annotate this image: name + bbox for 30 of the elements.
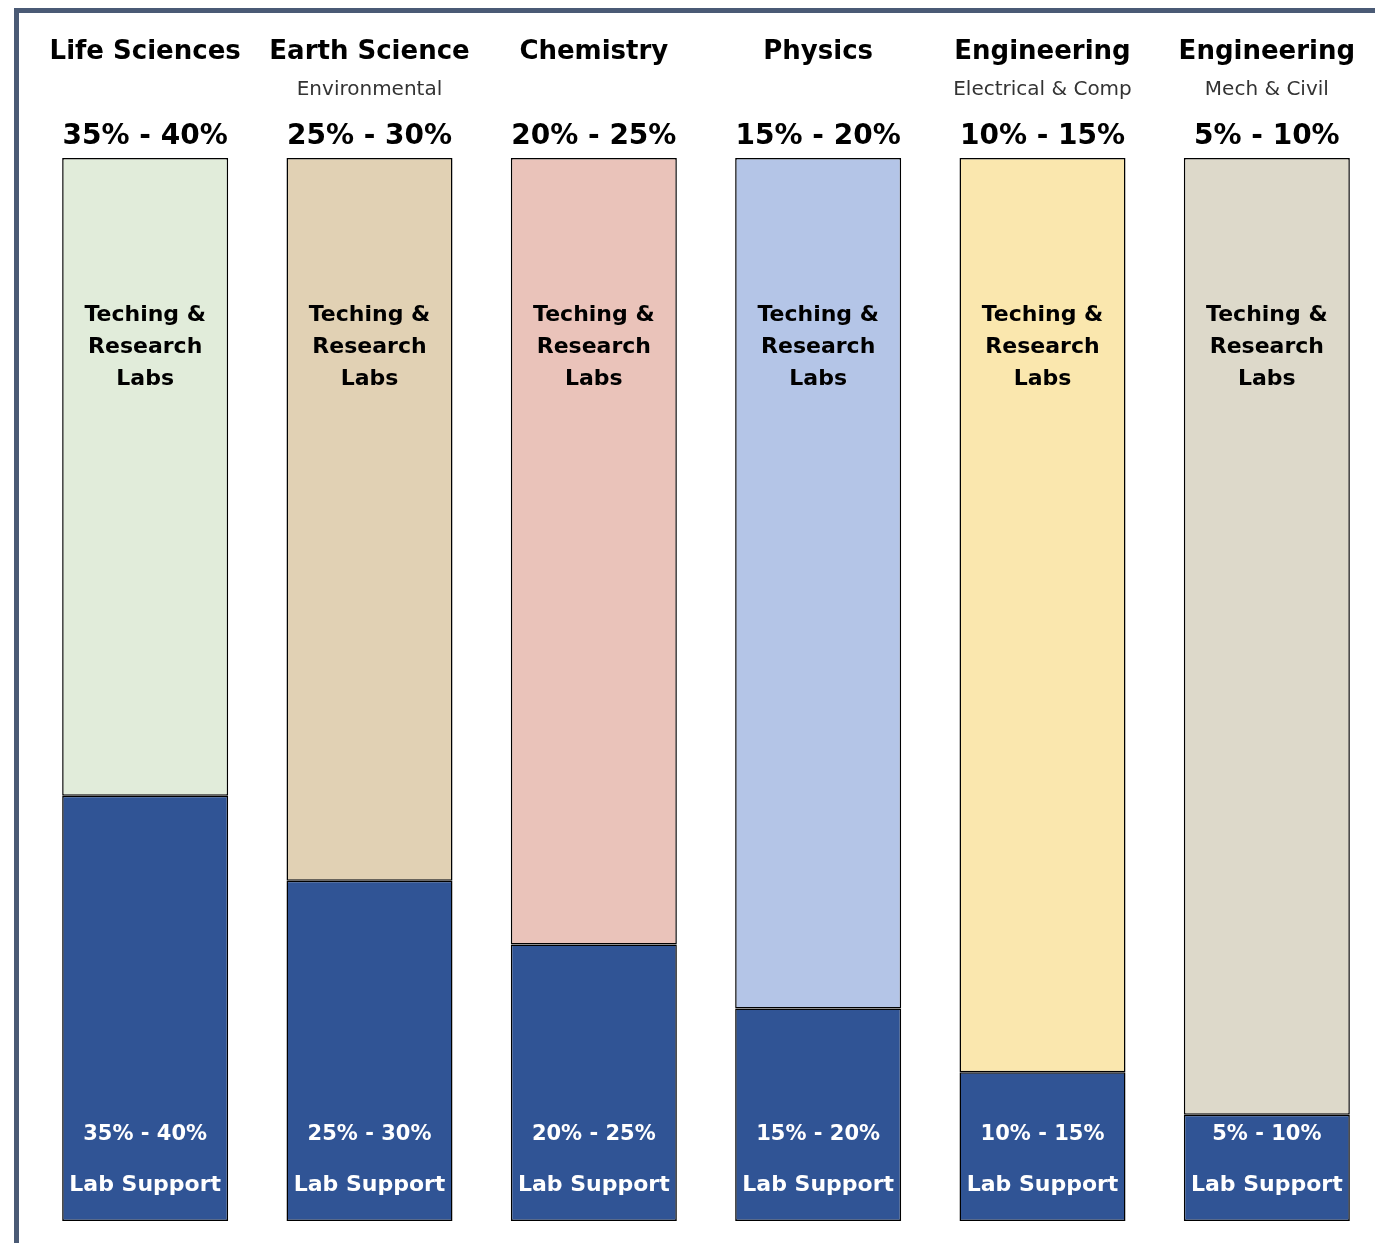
annotation: 15% - 20% [735, 118, 901, 151]
x-tick-label: Life Sciences [49, 35, 241, 65]
text: Lab Support [742, 1170, 895, 1196]
annotation: 35% - 40% [62, 118, 228, 151]
text: Teching & Research Labs [533, 300, 655, 390]
annotation: 5% - 10% [1193, 118, 1340, 151]
text: Lab Support [69, 1170, 222, 1196]
annotation: 25% - 30% [307, 1121, 432, 1146]
text: Lab Support [517, 1170, 670, 1196]
annotation: 25% - 30% [286, 118, 453, 151]
annotation: 20% - 25% [531, 1121, 656, 1146]
series-label: Lab Support [966, 1170, 1119, 1196]
x-tick-label: Physics [763, 35, 874, 65]
x-tick-label: Engineering Mech & Civil [1178, 35, 1356, 100]
annotation: 35% - 40% [83, 1121, 208, 1146]
text: Lab Support [1190, 1170, 1343, 1196]
annotation: 5% - 10% [1212, 1121, 1322, 1146]
x-tick-label: Chemistry [519, 35, 669, 65]
annotation: 15% - 20% [756, 1121, 881, 1146]
series-label: Teching & Research Labs [308, 300, 431, 390]
text: Lab Support [293, 1170, 446, 1196]
text: Teching & Research Labs [757, 300, 879, 390]
text: Teching & Research Labs [84, 300, 206, 390]
text: Teching & Research Labs [981, 300, 1104, 390]
x-tick-label: Earth Science Environmental [269, 35, 470, 100]
annotation: 20% - 25% [511, 118, 677, 151]
annotation: 10% - 15% [959, 118, 1126, 151]
text: Teching & Research Labs [1206, 300, 1328, 390]
x-tick-label: Engineering Electrical & Comp [953, 35, 1132, 100]
annotation: 10% - 15% [980, 1121, 1105, 1146]
